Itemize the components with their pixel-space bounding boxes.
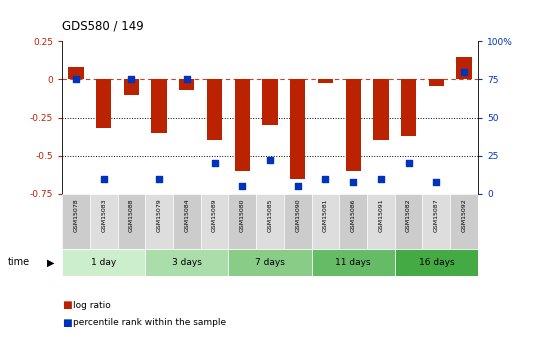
Bar [62, 249, 145, 276]
Text: GSM15080: GSM15080 [240, 198, 245, 231]
Bar [373, 79, 388, 140]
Text: ■: ■ [62, 300, 72, 310]
Bar [124, 79, 139, 95]
Point [376, 176, 385, 181]
Point [321, 176, 330, 181]
Bar [346, 79, 361, 171]
Bar [145, 249, 228, 276]
Bar [69, 67, 84, 79]
Bar [456, 57, 471, 79]
Text: GSM15081: GSM15081 [323, 198, 328, 231]
Bar [367, 194, 395, 249]
Text: GSM15078: GSM15078 [73, 198, 78, 232]
Bar [96, 79, 111, 128]
Bar [395, 249, 478, 276]
Bar [145, 194, 173, 249]
Bar [118, 194, 145, 249]
Bar [312, 249, 395, 276]
Bar [429, 79, 444, 86]
Bar [318, 79, 333, 82]
Text: ■: ■ [62, 318, 72, 327]
Bar [339, 194, 367, 249]
Bar [290, 79, 305, 178]
Text: 1 day: 1 day [91, 258, 116, 267]
Bar [62, 194, 90, 249]
Text: GSM15092: GSM15092 [462, 198, 467, 232]
Point [432, 179, 441, 184]
Text: GSM15086: GSM15086 [350, 198, 356, 231]
Text: GSM15082: GSM15082 [406, 198, 411, 232]
Bar [401, 79, 416, 136]
Point [404, 160, 413, 166]
Text: 7 days: 7 days [255, 258, 285, 267]
Point [127, 77, 136, 82]
Text: log ratio: log ratio [73, 301, 111, 310]
Text: GSM15085: GSM15085 [267, 198, 273, 231]
Point [155, 176, 164, 181]
Text: GSM15089: GSM15089 [212, 198, 217, 232]
Text: ▶: ▶ [46, 257, 54, 267]
Text: GSM15084: GSM15084 [184, 198, 190, 232]
Bar [262, 79, 278, 125]
Text: GSM15091: GSM15091 [379, 198, 383, 232]
Bar [235, 79, 250, 171]
Point [183, 77, 191, 82]
Bar [228, 249, 312, 276]
Bar [90, 194, 118, 249]
Point [99, 176, 108, 181]
Point [460, 69, 468, 75]
Text: 11 days: 11 days [335, 258, 371, 267]
Bar [422, 194, 450, 249]
Text: GSM15083: GSM15083 [101, 198, 106, 232]
Bar [152, 79, 167, 133]
Text: 3 days: 3 days [172, 258, 202, 267]
Bar [179, 79, 194, 90]
Bar [256, 194, 284, 249]
Text: GSM15088: GSM15088 [129, 198, 134, 231]
Bar [284, 194, 312, 249]
Text: GSM15087: GSM15087 [434, 198, 439, 232]
Point [293, 183, 302, 189]
Point [210, 160, 219, 166]
Bar [173, 194, 201, 249]
Bar [201, 194, 228, 249]
Text: 16 days: 16 days [418, 258, 454, 267]
Bar [228, 194, 256, 249]
Bar [312, 194, 339, 249]
Text: GSM15079: GSM15079 [157, 198, 161, 232]
Point [72, 77, 80, 82]
Text: GSM15090: GSM15090 [295, 198, 300, 232]
Text: time: time [8, 257, 30, 267]
Bar [207, 79, 222, 140]
Point [266, 157, 274, 163]
Text: percentile rank within the sample: percentile rank within the sample [73, 318, 226, 327]
Point [349, 179, 357, 184]
Text: GDS580 / 149: GDS580 / 149 [62, 20, 144, 33]
Point [238, 183, 247, 189]
Bar [450, 194, 478, 249]
Bar [395, 194, 422, 249]
